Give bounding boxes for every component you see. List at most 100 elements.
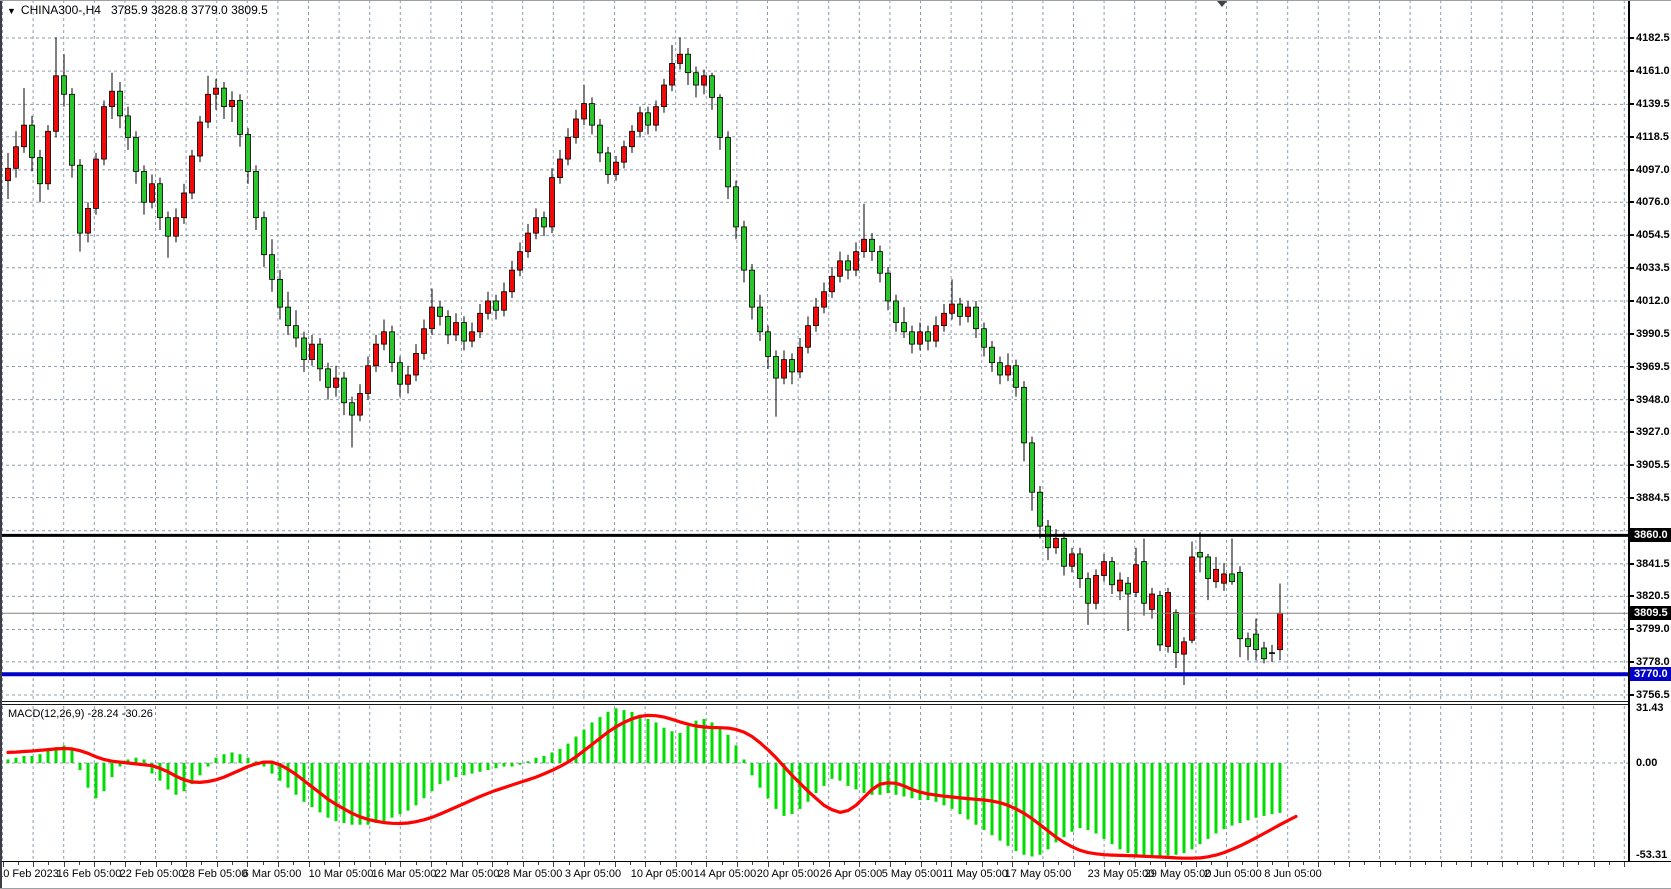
time-axis-label: 10 Apr 05:00 (630, 868, 694, 880)
time-tick-mark (1042, 862, 1044, 867)
time-tick-mark (1333, 862, 1335, 865)
price-tick-label: 4118.5 (1636, 130, 1670, 143)
candle-bearish (349, 402, 355, 416)
time-tick-mark (981, 862, 983, 867)
candle-bearish (437, 306, 443, 317)
candle-bullish (1133, 564, 1139, 593)
candle-bearish (725, 137, 731, 188)
chart-title: ▼ CHINA300-,H4 3785.9 3828.8 3779.0 3809.5 (7, 3, 268, 17)
price-badge: 3809.5 (1630, 606, 1671, 621)
candle-bullish (573, 118, 579, 138)
chart-shift-marker-icon[interactable] (1217, 1, 1227, 7)
price-tick-label: 3884.5 (1636, 491, 1670, 504)
price-pane[interactable] (0, 0, 1628, 701)
price-tick-mark (1630, 628, 1634, 631)
time-tick-mark (798, 862, 800, 867)
macd-tick-label: 0.00 (1636, 757, 1658, 769)
candle-bullish (661, 84, 667, 108)
time-tick-mark (935, 862, 937, 865)
time-tick-mark (859, 862, 861, 867)
price-tick-mark (1630, 234, 1634, 237)
candle-bearish (1197, 551, 1203, 558)
time-tick-mark (430, 862, 432, 867)
price-tick-mark (1630, 694, 1634, 697)
candle-bullish (1149, 593, 1155, 610)
time-tick-mark (660, 862, 662, 865)
time-tick-mark (1410, 862, 1412, 867)
candle-bullish (805, 325, 811, 348)
pane-separator[interactable] (0, 701, 1671, 702)
candle-bullish (109, 90, 115, 108)
price-badge: 3770.0 (1630, 667, 1671, 682)
candle-bearish (293, 325, 299, 339)
candle-bullish (93, 158, 99, 209)
time-tick-mark (1226, 862, 1228, 867)
time-axis-label: 28 Feb 05:00 (182, 868, 248, 880)
price-axis[interactable]: 4182.5 4161.0 4139.5 4118.5 4097.0 4076.0 4054… (1630, 0, 1671, 861)
candle-bearish (589, 103, 595, 126)
time-tick-mark (1501, 862, 1503, 867)
time-tick-mark (767, 862, 769, 867)
candle-bullish (861, 238, 867, 253)
time-tick-mark (323, 862, 325, 865)
candle-bullish (637, 112, 643, 132)
candle-bullish (565, 137, 571, 160)
price-tick-mark (1630, 333, 1634, 336)
window-top-edge (0, 0, 1671, 1)
collapse-chart-icon[interactable]: ▼ (7, 6, 16, 16)
macd-pane[interactable] (0, 706, 1628, 861)
time-tick-mark (1318, 862, 1320, 867)
time-tick-mark (1348, 862, 1350, 867)
time-tick-mark (170, 862, 172, 865)
candle-bullish (45, 130, 51, 185)
candle-bearish (397, 362, 403, 385)
time-tick-mark (675, 862, 677, 867)
candle-bearish (1013, 365, 1019, 388)
time-tick-mark (369, 862, 371, 867)
candle-bullish (1053, 538, 1059, 549)
macd-signal-line (6, 713, 1298, 860)
candle-bearish (749, 269, 755, 308)
candle-bearish (1253, 633, 1259, 650)
candle-bullish (509, 269, 515, 293)
candle-bullish (1069, 553, 1075, 567)
candle-bearish (1237, 572, 1243, 640)
macd-indicator-chart[interactable] (0, 706, 1628, 861)
price-tick-label: 3969.5 (1636, 360, 1670, 373)
candle-bullish (453, 322, 459, 336)
candle-bullish (1165, 592, 1171, 647)
candle-bullish (365, 365, 371, 394)
price-tick-label: 4012.0 (1636, 294, 1670, 307)
candle-bearish (61, 75, 67, 95)
time-tick-mark (1088, 862, 1090, 865)
candle-bullish (501, 291, 507, 311)
candle-bearish (1061, 538, 1067, 567)
price-tick-label: 3799.0 (1636, 623, 1670, 636)
candle-bearish (869, 238, 875, 253)
price-tick-mark (1630, 431, 1634, 434)
candle-bearish (885, 272, 891, 302)
candle-bullish (13, 146, 19, 169)
pane-separator[interactable] (0, 704, 1671, 705)
candle-bearish (757, 306, 763, 333)
time-tick-mark (568, 862, 570, 865)
candle-bullish (701, 75, 707, 86)
candlestick-chart[interactable] (0, 0, 1628, 701)
time-axis-label: 16 Feb 05:00 (56, 868, 122, 880)
candle-bullish (557, 158, 563, 178)
time-tick-mark (1134, 862, 1136, 867)
time-tick-mark (109, 862, 111, 865)
candle-bullish (213, 87, 219, 95)
candle-bullish (797, 346, 803, 373)
time-tick-mark (645, 862, 647, 867)
candle-bullish (229, 100, 235, 108)
time-axis[interactable]: 10 Feb 2023 16 Feb 05:00 22 Feb 05:00 28 Fe… (0, 862, 1671, 889)
time-tick-mark (599, 862, 601, 865)
time-tick-mark (461, 862, 463, 867)
candle-bullish (949, 303, 955, 314)
time-tick-mark (1241, 862, 1243, 865)
candle-bearish (765, 331, 771, 357)
candle-bullish (1093, 575, 1099, 604)
time-axis-label: 20 Apr 05:00 (756, 868, 820, 880)
time-axis-label: 28 Mar 05:00 (497, 868, 563, 880)
